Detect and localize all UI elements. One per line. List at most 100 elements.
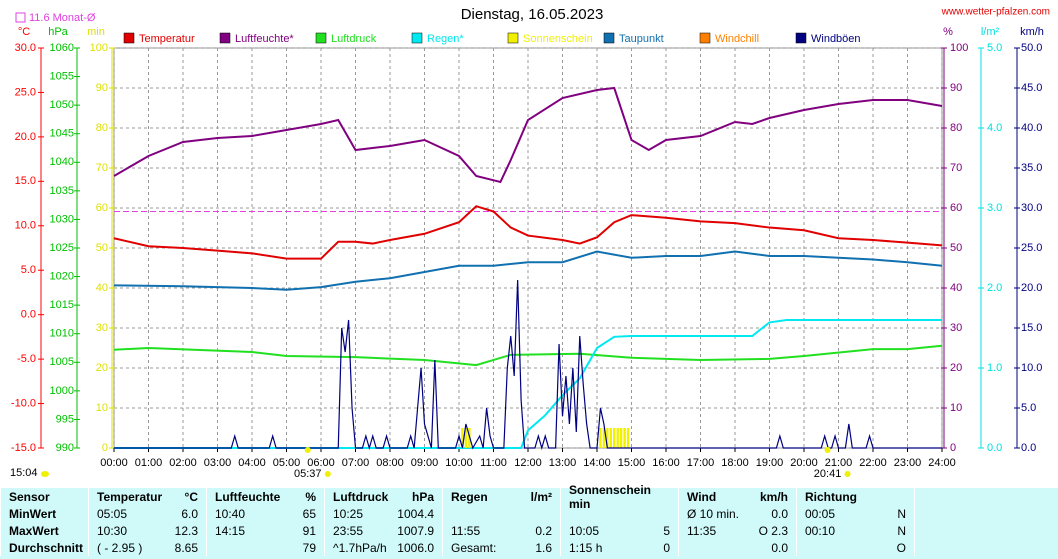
table-cell: 1:15 h 0: [560, 539, 678, 556]
table-cell: O: [796, 539, 914, 556]
y-tick-label: 10.0: [15, 220, 36, 232]
series-line: [113, 250, 943, 291]
y-tick-label: 1025: [50, 242, 74, 254]
cell-text: 10:40: [215, 506, 246, 521]
y-tick-label: 90: [950, 82, 962, 94]
axis-unit: %: [943, 26, 953, 38]
x-tick-label: 24:00: [928, 457, 956, 469]
bar: [613, 428, 616, 448]
y-tick-label: 10: [96, 402, 108, 414]
x-tick-label: 09:00: [411, 457, 439, 469]
y-tick-label: 100: [950, 42, 968, 54]
y-tick-label: 15.0: [1021, 322, 1042, 334]
reference-label: 11.6 Monat-Ø: [29, 12, 96, 24]
y-tick-label: 80: [96, 122, 108, 134]
cell-text: 1007.9: [397, 523, 434, 538]
y-tick-label: 100: [90, 42, 108, 54]
table-cell: ^1.7hPa/h 1006.0: [324, 539, 442, 556]
x-tick-label: 15:00: [618, 457, 646, 469]
y-tick-label: 1050: [50, 99, 74, 111]
header-text: °C: [184, 489, 198, 504]
table-cell: 23:55 1007.9: [324, 522, 442, 539]
y-tick-label: 20: [950, 362, 962, 374]
table-header-cell: Temperatur °C: [88, 488, 206, 505]
header-text: km/h: [759, 489, 788, 504]
legend-label: Luftfeuchte*: [235, 33, 294, 45]
y-tick-label: 0.0: [21, 309, 36, 321]
cell-text: 10:25: [333, 506, 364, 521]
table-cell: 05:05 6.0: [88, 505, 206, 522]
header-text: Richtung: [805, 489, 857, 504]
cell-text: 6.0: [181, 506, 198, 521]
x-tick-label: 21:00: [825, 457, 853, 469]
cell-text: N: [897, 506, 906, 521]
y-tick-label: 50: [950, 242, 962, 254]
header-text: l/m²: [530, 489, 552, 504]
y-tick-label: 30: [96, 322, 108, 334]
x-tick-label: 18:00: [721, 457, 749, 469]
y-tick-label: 0.0: [987, 442, 1002, 454]
table-cell: 10:40 65: [206, 505, 324, 522]
cell-text: Ø 10 min.: [687, 506, 740, 521]
y-tick-label: 60: [950, 202, 962, 214]
legend-swatch: [411, 32, 423, 44]
sun-icon: [844, 471, 851, 477]
cell-text: 14:15: [215, 523, 246, 538]
y-tick-label: 1015: [50, 299, 74, 311]
legend-swatch: [795, 32, 807, 44]
sunset-label: 20:41: [814, 468, 842, 480]
table-filler: [914, 539, 1058, 556]
x-tick-label: 14:00: [583, 457, 611, 469]
table-header-cell: Sensor: [0, 488, 88, 505]
y-tick-label: 50: [96, 242, 108, 254]
bar: [461, 428, 464, 448]
table-cell: 00:10 N: [796, 522, 914, 539]
y-tick-label: 15.0: [15, 175, 36, 187]
table-cell: 10:05 5: [560, 522, 678, 539]
x-tick-label: 19:00: [756, 457, 784, 469]
stats-table: Sensor Temperatur °C Luftfeuchte% Luftdruck h…: [0, 483, 1058, 559]
series-line: [114, 319, 942, 449]
x-tick-label: 00:00: [100, 457, 128, 469]
axis-unit: °C: [18, 26, 30, 38]
table-header-cell: Sonnenschein min: [560, 483, 678, 511]
y-tick-label: 0: [950, 442, 956, 454]
y-tick-label: 30: [950, 322, 962, 334]
x-tick-label: 06:00: [307, 457, 335, 469]
y-tick-label: 2.0: [987, 282, 1002, 294]
y-tick-label: 40.0: [1021, 122, 1042, 134]
y-tick-label: 0.0: [1021, 442, 1036, 454]
table-cell: 14:15 91: [206, 522, 324, 539]
y-tick-label: 1.0: [987, 362, 1002, 374]
table-filler: [914, 488, 1058, 505]
cell-text: 10:05: [569, 523, 600, 538]
y-tick-label: 20: [96, 362, 108, 374]
y-tick-label: 1010: [50, 328, 74, 340]
sun-icon: [41, 471, 49, 477]
cell-text: ^1.7hPa/h: [333, 540, 387, 555]
header-text: Temperatur: [97, 489, 163, 504]
cell-text: MaxWert: [9, 523, 59, 538]
bar: [606, 428, 609, 448]
y-tick-label: 1040: [50, 156, 74, 168]
cell-text: 11:55: [451, 523, 481, 538]
legend-swatch: [123, 32, 135, 44]
table-header-cell: Wind km/h: [678, 488, 796, 505]
y-tick-label: 1020: [50, 270, 74, 282]
x-tick-label: 08:00: [376, 457, 404, 469]
header-text: %: [305, 489, 316, 504]
y-tick-label: 45.0: [1021, 82, 1042, 94]
table-cell: Ø 10 min. 0.0: [678, 505, 796, 522]
x-tick-label: 03:00: [204, 457, 232, 469]
table-filler: [914, 505, 1058, 522]
table-cell: 00:05 N: [796, 505, 914, 522]
sunrise-label: 05:37: [294, 468, 322, 480]
cell-text: Durchschnitt: [9, 540, 84, 555]
legend-label: Taupunkt: [619, 33, 664, 45]
legend-swatch: [603, 32, 615, 44]
x-tick-label: 11:00: [480, 457, 507, 469]
table-cell: 11:55 0.2: [442, 522, 560, 539]
header-text: hPa: [411, 489, 434, 504]
table-cell: 10:30 12.3: [88, 522, 206, 539]
